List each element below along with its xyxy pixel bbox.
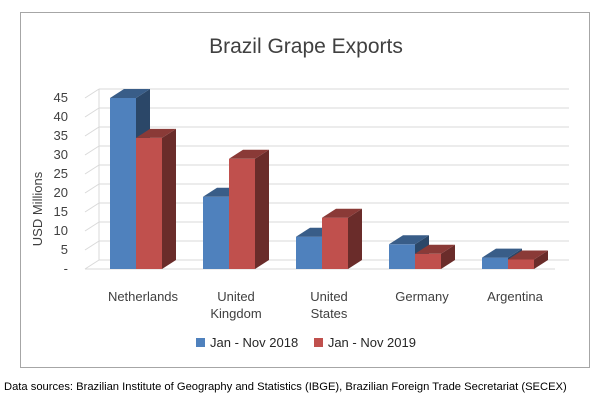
source-note: Data sources: Brazilian Institute of Geo… [4,381,567,393]
gridline-side [84,107,100,118]
x-tick-label: States [311,306,348,321]
y-tick-label: 15 [54,204,68,219]
bar-front [322,217,348,269]
bar-side [162,128,176,269]
y-tick-label: 20 [54,185,68,200]
x-tick-label: Netherlands [108,289,179,304]
bar-top [508,250,548,260]
x-tick-label: Kingdom [210,306,261,321]
bar-front [229,158,255,269]
legend-swatch-2019 [313,338,323,347]
bar-top [482,248,522,258]
bar-front [296,236,322,269]
bar-chart: - 5 10 15 20 25 30 35 40 45 USD Millions Netherla… [30,88,569,321]
gridline-side [84,88,100,99]
bar-side [255,149,269,269]
bar-top [110,89,150,98]
x-tick-label: Germany [395,289,449,304]
y-tick-label: 30 [54,147,68,162]
bars-layer [110,89,548,269]
bar-front [482,257,508,269]
legend: Jan - Nov 2018 Jan - Nov 2019 [21,335,591,350]
y-tick-label: 45 [54,90,68,105]
gridline-side [84,164,100,175]
bar-top [415,244,455,254]
y-tick-label: 5 [61,242,68,257]
bar-front [136,137,162,269]
y-tick-label: 40 [54,109,68,124]
bar-top [322,208,362,218]
bar-top [229,149,269,159]
y-tick-label: 10 [54,223,68,238]
bar-front [389,244,415,269]
gridline-side [84,221,100,232]
legend-label-2019: Jan - Nov 2019 [327,335,416,350]
bar-side [534,250,548,269]
bar-front [415,253,441,269]
chart-frame: Brazil Grape Exports - 5 10 15 20 25 30 35 40 45 … [20,12,590,368]
gridline-side [84,202,100,213]
x-tick-label: Argentina [487,289,543,304]
gridline-side [84,145,100,156]
x-tick-label: United [310,289,348,304]
y-tick-label: 25 [54,166,68,181]
legend-swatch-2018 [196,338,206,347]
legend-item-2018: Jan - Nov 2018 [196,335,298,350]
y-tick-labels: - 5 10 15 20 25 30 35 40 45 [54,90,68,276]
gridline-side [84,126,100,137]
bar-top [389,235,429,245]
bar-side [441,244,455,269]
gridline-side [84,240,100,251]
grid-layer [84,88,569,270]
gridline-side [84,183,100,194]
bar-front [508,259,534,269]
chart-title: Brazil Grape Exports [209,35,403,58]
y-tick-label: 35 [54,128,68,143]
y-axis-label: USD Millions [30,171,45,246]
bar-front [110,98,136,269]
bar-side [348,208,362,269]
x-tick-label: United [217,289,255,304]
bar-front [203,196,229,269]
x-tick-labels: Netherlands United Kingdom United States Germ… [108,289,544,321]
legend-label-2018: Jan - Nov 2018 [210,335,299,350]
y-tick-label: - [64,261,68,276]
bar-top [136,128,176,138]
legend-item-2019: Jan - Nov 2019 [313,335,416,350]
gridline-side [84,259,100,270]
